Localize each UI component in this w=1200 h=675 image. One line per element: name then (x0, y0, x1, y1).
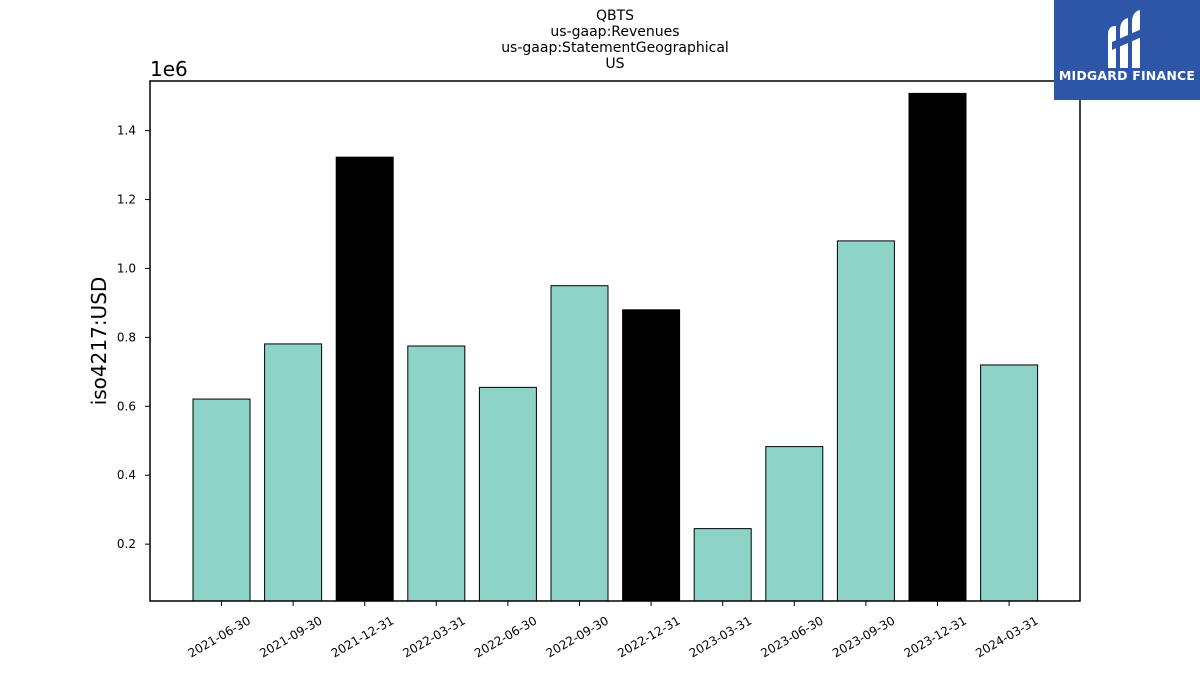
x-tick-label: 2022-12-31 (615, 613, 682, 660)
x-tick-label: 2023-09-30 (830, 613, 897, 660)
bar-2022-09-30 (550, 285, 609, 602)
x-tick-label: 2024-03-31 (973, 613, 1040, 660)
chart-title: QBTS us-gaap:Revenues us-gaap:StatementG… (501, 8, 729, 72)
x-tick-label: 2022-09-30 (544, 613, 611, 660)
bar-2022-06-30 (478, 386, 537, 602)
y-tick-label: 0.6 (117, 399, 136, 413)
y-tick-label: 1.4 (117, 124, 136, 138)
y-axis-label: iso4217:USD (87, 277, 111, 406)
y-scale-exponent: 1e6 (150, 57, 188, 81)
chart-title-line-1: QBTS (596, 8, 634, 24)
chart-title-line-4: US (605, 56, 624, 72)
x-tick-label: 2023-06-30 (758, 613, 825, 660)
brand-logo: MIDGARD FINANCE (1054, 0, 1200, 100)
bar-2024-03-31 (980, 364, 1039, 602)
brand-name: MIDGARD FINANCE (1058, 68, 1196, 83)
y-tick-label: 0.8 (117, 330, 136, 344)
midgard-m-icon (1108, 10, 1144, 68)
bar-2022-12-31 (622, 309, 681, 602)
bar-series (192, 92, 1039, 602)
bar-2021-12-31 (335, 156, 394, 602)
bar-2021-06-30 (192, 398, 251, 602)
x-tick-label: 2022-06-30 (472, 613, 539, 660)
x-tick-label: 2022-03-31 (400, 613, 467, 660)
y-tick-label: 0.2 (117, 537, 136, 551)
bar-2023-12-31 (908, 92, 967, 602)
x-tick-label: 2021-06-30 (186, 613, 253, 660)
y-tick-label: 0.4 (117, 468, 136, 482)
x-axis-ticks: 2021-06-30 2021-09-30 2021-12-31 2022-03-31… (186, 601, 1041, 660)
chart-title-line-2: us-gaap:Revenues (550, 24, 679, 40)
chart-title-line-3: us-gaap:StatementGeographical (501, 40, 729, 56)
bar-2021-09-30 (264, 343, 323, 602)
bar-2023-09-30 (836, 240, 895, 602)
y-tick-label: 1.2 (117, 193, 136, 207)
x-tick-label: 2023-12-31 (902, 613, 969, 660)
bar-2023-03-31 (693, 528, 752, 602)
bar-2023-06-30 (765, 446, 824, 602)
y-axis-ticks: 0.2 0.4 0.6 0.8 1.0 1.2 1.4 (117, 124, 150, 551)
x-tick-label: 2021-12-31 (329, 613, 396, 660)
plot-area-frame (149, 80, 1081, 602)
x-tick-label: 2023-03-31 (687, 613, 754, 660)
x-tick-label: 2021-09-30 (257, 613, 324, 660)
bar-2022-03-31 (407, 345, 466, 602)
y-tick-label: 1.0 (117, 261, 136, 275)
